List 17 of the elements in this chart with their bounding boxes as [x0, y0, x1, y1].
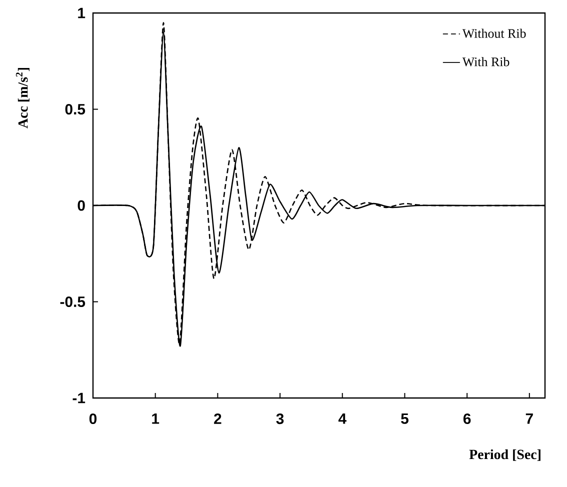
x-axis-title: Period [Sec] [469, 449, 540, 461]
x-tick-label: 7 [526, 413, 533, 424]
y-axis-title: Acc [m/s$^{2}$] [16, 68, 30, 128]
y-tick-label: 1 [78, 8, 86, 18]
x-tick-label: 4 [338, 413, 346, 424]
x-tick-label: 2 [214, 413, 222, 424]
legend-label: With Rib [462, 57, 510, 66]
y-tick-label: -1 [72, 392, 86, 404]
x-tick-label: 1 [152, 413, 160, 424]
x-tick-label: 0 [89, 413, 97, 424]
legend-label: Without Rib [462, 28, 526, 38]
x-tick-label: 3 [276, 413, 284, 424]
y-tick-label: -0.5 [60, 296, 86, 308]
y-tick-label: 0.5 [65, 104, 86, 115]
x-tick-label: 6 [463, 413, 471, 424]
x-tick-label: 5 [401, 413, 408, 424]
y-tick-label: 0 [78, 200, 85, 211]
